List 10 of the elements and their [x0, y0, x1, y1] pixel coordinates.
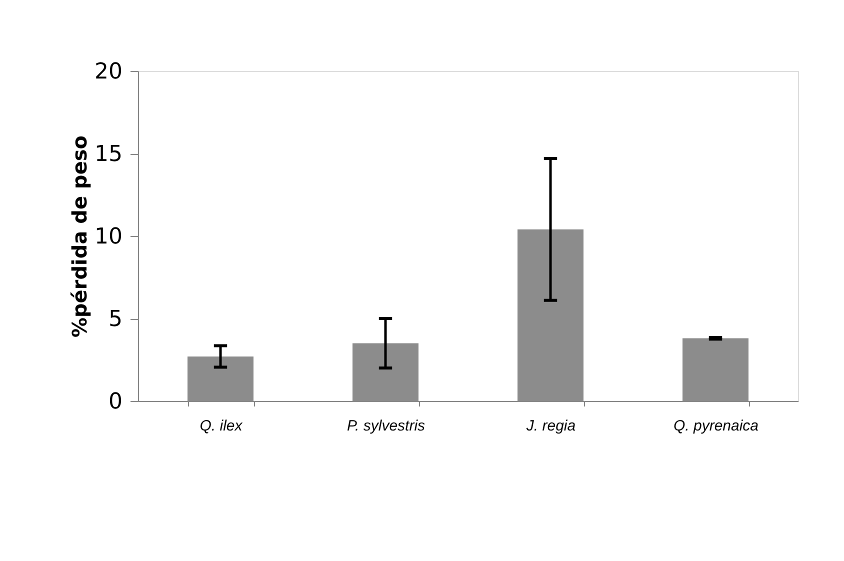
y-tick-label: 0 — [108, 390, 122, 414]
y-axis-title: %pérdida de peso — [68, 135, 92, 338]
y-tick-label: 20 — [94, 60, 122, 84]
x-tick-label: Q. ilex — [200, 418, 243, 434]
x-tick-label: J. regia — [525, 418, 576, 434]
y-tick-label: 15 — [94, 142, 122, 167]
x-tick-label: P. sylvestris — [346, 418, 426, 434]
y-tick-label: 10 — [94, 224, 122, 250]
y-tick-label: 5 — [108, 307, 122, 332]
x-tick-label: Q. pyrenaica — [673, 418, 759, 434]
